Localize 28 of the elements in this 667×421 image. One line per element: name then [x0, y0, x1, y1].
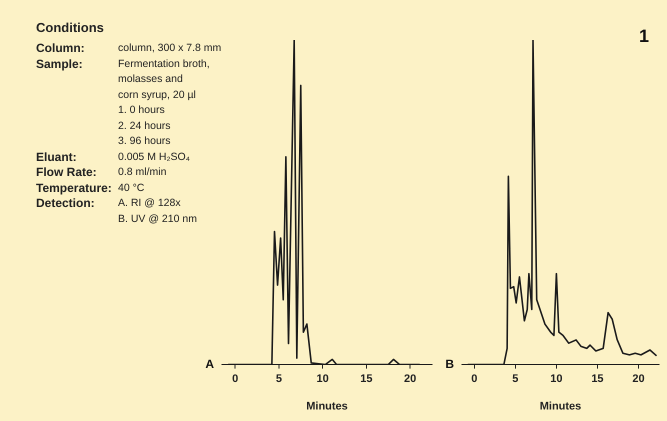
text: B: [445, 356, 454, 371]
text: Eluant: 0.005 M H₂SO₄: [36, 150, 190, 164]
annotation: 1: [638, 26, 649, 46]
text: 2. 24 hours: [118, 118, 171, 134]
x-tick-label: 10: [550, 373, 563, 386]
text: 1. 0 hours: [118, 103, 165, 118]
x-tick-label: 0: [232, 373, 238, 386]
text: Detection: A. RI @ 128x: [36, 196, 181, 210]
x-tick-label: 10: [316, 373, 329, 386]
text: corn syrup, 20 µl: [118, 88, 196, 102]
x-axis-title: Minutes: [540, 400, 582, 412]
x-tick-label: 0: [471, 373, 478, 386]
text: A: [205, 356, 214, 371]
x-tick-label: 15: [360, 373, 372, 386]
x-tick-label: 15: [591, 373, 604, 386]
text: Flow Rate: 0.8 ml/min: [36, 165, 166, 179]
x-tick-label: 5: [512, 373, 518, 386]
text: molasses and: [118, 72, 183, 87]
text: Conditions: [36, 20, 105, 35]
x-tick-label: 20: [632, 373, 645, 386]
text: 3. 96 hours: [118, 134, 171, 149]
text: Column: column, 300 x 7.8 mm: [36, 41, 222, 55]
x-tick-label: 5: [276, 373, 282, 386]
x-axis-title: Minutes: [306, 400, 348, 412]
text: Temperature: 40 °C: [36, 180, 144, 196]
text: B. UV @ 210 nm: [118, 212, 197, 226]
x-tick-label: 20: [404, 373, 416, 386]
text: Sample: Fermentation broth,: [36, 56, 210, 70]
